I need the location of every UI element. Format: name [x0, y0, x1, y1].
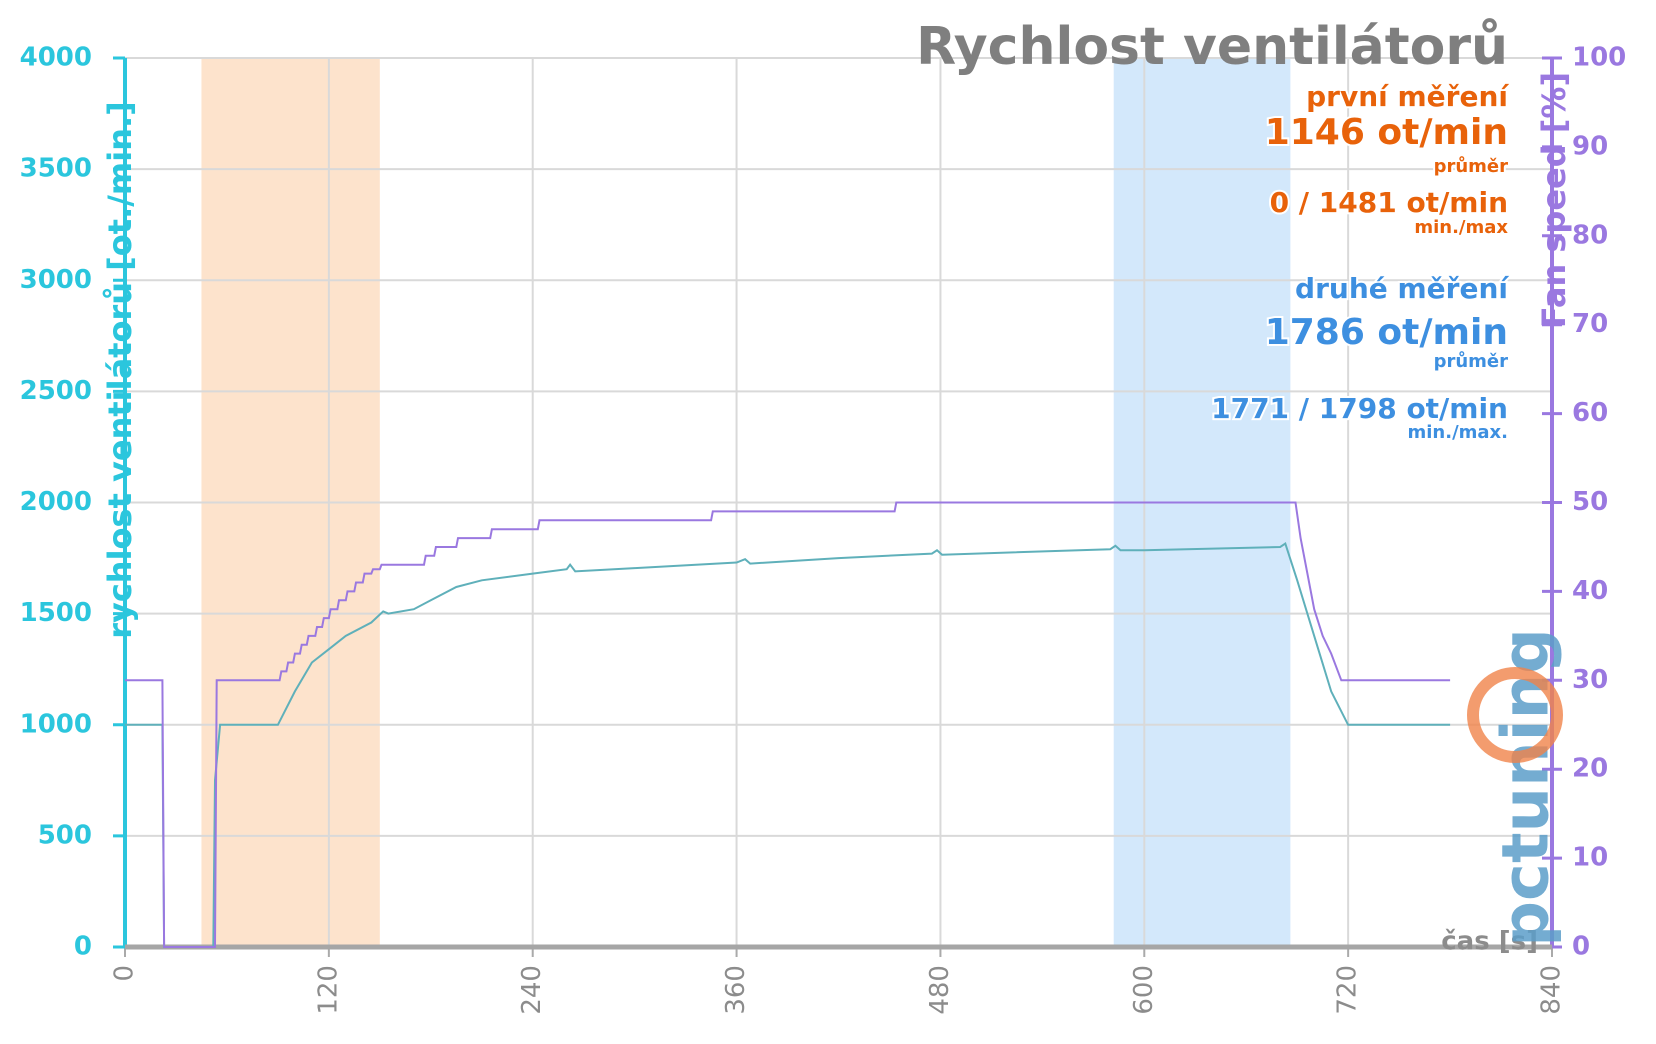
y2-tick-label: 100 — [1572, 43, 1626, 73]
y2-tick-label: 0 — [1572, 932, 1590, 962]
x-tick-label: 120 — [313, 965, 343, 1015]
data-line — [125, 501, 1451, 948]
x-tick-label: 0 — [110, 965, 140, 982]
annotation: 1771 / 1798 ot/min — [1211, 392, 1508, 425]
x-tick-label: 840 — [1537, 965, 1567, 1015]
annotation: první měření — [1306, 80, 1509, 113]
y2-tick-label: 30 — [1572, 665, 1608, 695]
annotation: druhé měření — [1295, 272, 1509, 305]
annotation: 0 / 1481 ot/min — [1270, 186, 1508, 219]
annotation: min./max — [1414, 217, 1508, 238]
y-axis-label: rychlost ventilátorů [ot./min.] — [101, 101, 139, 639]
x-tick-label: 240 — [517, 965, 547, 1015]
y2-tick-label: 80 — [1572, 220, 1608, 250]
x-tick-label: 600 — [1129, 965, 1159, 1015]
y-tick-label: 0 — [74, 932, 92, 962]
y2-axis-label: Fan speed [%] — [1535, 72, 1573, 328]
x-axis-label: čas [s] — [1441, 927, 1538, 957]
y2-tick-label: 20 — [1572, 754, 1608, 784]
annotation: průměr — [1434, 155, 1509, 177]
y2-tick-label: 60 — [1572, 398, 1608, 428]
y-tick-label: 1000 — [20, 709, 92, 739]
y-tick-label: 500 — [38, 820, 92, 850]
annotation: 1146 ot/min — [1265, 112, 1508, 153]
annotation: min./max. — [1407, 422, 1508, 443]
y-tick-label: 3000 — [20, 265, 92, 295]
y-tick-label: 2000 — [20, 487, 92, 517]
x-tick-label: 480 — [925, 965, 955, 1015]
y2-tick-label: 90 — [1572, 131, 1608, 161]
y2-tick-label: 10 — [1572, 843, 1608, 873]
y-tick-label: 2500 — [20, 376, 92, 406]
x-tick-label: 720 — [1333, 965, 1363, 1015]
logo-ring — [1467, 667, 1563, 763]
y2-tick-label: 40 — [1572, 576, 1608, 606]
x-tick-label: 360 — [721, 965, 751, 1015]
chart-title: Rychlost ventilátorů — [916, 17, 1508, 77]
data-line — [125, 542, 1451, 948]
y-tick-label: 1500 — [20, 598, 92, 628]
y-tick-label: 4000 — [20, 43, 92, 73]
y2-tick-label: 50 — [1572, 487, 1608, 517]
annotation: 1786 ot/min — [1265, 312, 1508, 353]
y-tick-label: 3500 — [20, 154, 92, 184]
annotation: průměr — [1434, 350, 1509, 372]
y2-tick-label: 70 — [1572, 309, 1608, 339]
